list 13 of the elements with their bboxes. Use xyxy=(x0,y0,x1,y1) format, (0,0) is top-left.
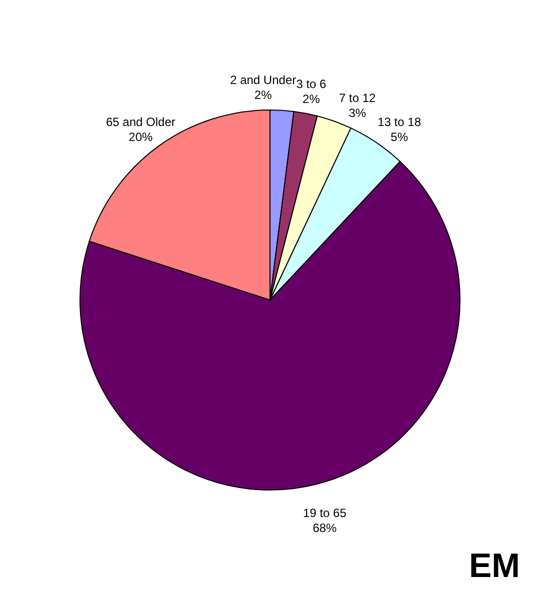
slice-label: 13 to 18 xyxy=(378,115,422,130)
slice-label: 3 to 6 xyxy=(296,76,327,91)
slice-label: 2 and Under xyxy=(230,73,296,88)
slice-label: 19 to 65 xyxy=(303,506,347,520)
data-label: 5% xyxy=(390,130,408,144)
data-label: 20% xyxy=(128,130,154,144)
data-label: 2% xyxy=(254,88,272,102)
slice-label: 65 and Older xyxy=(106,115,176,130)
data-label: 68% xyxy=(312,521,338,536)
data-label: 3% xyxy=(348,106,366,120)
data-label: 2% xyxy=(302,92,320,106)
text: EM xyxy=(469,547,520,585)
slice-label: 7 to 12 xyxy=(339,91,376,106)
